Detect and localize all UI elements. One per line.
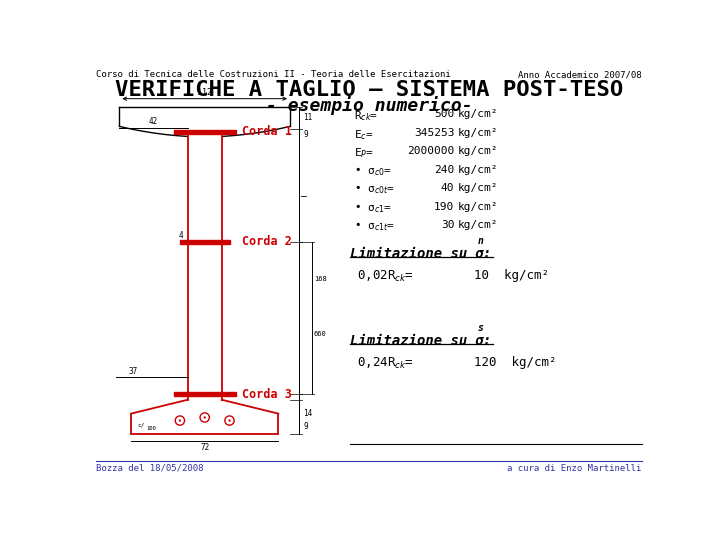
Circle shape bbox=[228, 420, 230, 422]
Text: E$_P$=: E$_P$= bbox=[354, 146, 374, 160]
Text: kg/cm²: kg/cm² bbox=[458, 146, 499, 157]
Text: :: : bbox=[483, 247, 491, 261]
Text: 112: 112 bbox=[197, 88, 212, 97]
Bar bbox=[174, 393, 235, 396]
Circle shape bbox=[179, 420, 181, 422]
Text: 2000000: 2000000 bbox=[407, 146, 454, 157]
Text: Corso di Tecnica delle Costruzioni II - Teoria delle Esercitazioni: Corso di Tecnica delle Costruzioni II - … bbox=[96, 70, 451, 79]
Text: 9: 9 bbox=[303, 422, 307, 430]
Text: 9: 9 bbox=[303, 130, 307, 139]
Text: 40: 40 bbox=[441, 184, 454, 193]
Text: 11: 11 bbox=[303, 113, 312, 123]
Text: • σ$_{c0t}$=: • σ$_{c0t}$= bbox=[354, 184, 395, 196]
Text: Corda 1: Corda 1 bbox=[242, 125, 292, 138]
Text: • σ$_{c1t}$=: • σ$_{c1t}$= bbox=[354, 220, 395, 233]
Text: Anno Accademico 2007/08: Anno Accademico 2007/08 bbox=[518, 70, 642, 79]
Text: 190: 190 bbox=[434, 202, 454, 212]
Text: - esempio numerico-: - esempio numerico- bbox=[266, 96, 472, 114]
Text: c/: c/ bbox=[138, 423, 145, 428]
Text: • σ$_{c0}$=: • σ$_{c0}$= bbox=[354, 165, 391, 178]
Text: 168: 168 bbox=[314, 276, 327, 282]
Text: Corda 3: Corda 3 bbox=[242, 388, 292, 401]
Text: Corda 2: Corda 2 bbox=[242, 235, 292, 248]
Bar bbox=[174, 130, 235, 134]
Text: kg/cm²: kg/cm² bbox=[458, 165, 499, 175]
Text: 240: 240 bbox=[434, 165, 454, 175]
Text: 120  kg/cm²: 120 kg/cm² bbox=[474, 356, 556, 369]
Text: Limitazione su σ: Limitazione su σ bbox=[350, 247, 484, 261]
Text: 30: 30 bbox=[441, 220, 454, 231]
Text: –: – bbox=[301, 191, 307, 201]
Text: s: s bbox=[477, 323, 483, 333]
Text: kg/cm²: kg/cm² bbox=[458, 128, 499, 138]
Text: a cura di Enzo Martinelli: a cura di Enzo Martinelli bbox=[508, 464, 642, 472]
Text: 660: 660 bbox=[314, 332, 327, 338]
Text: 37: 37 bbox=[129, 367, 138, 376]
Text: kg/cm²: kg/cm² bbox=[458, 184, 499, 193]
Text: kg/cm²: kg/cm² bbox=[458, 220, 499, 231]
Text: 10  kg/cm²: 10 kg/cm² bbox=[474, 269, 549, 282]
Text: 345253: 345253 bbox=[414, 128, 454, 138]
Text: VERIFICHE A TAGLIO – SISTEMA POST-TESO: VERIFICHE A TAGLIO – SISTEMA POST-TESO bbox=[115, 80, 623, 100]
Text: 4: 4 bbox=[179, 231, 183, 240]
Text: :: : bbox=[483, 334, 491, 348]
Text: 0,24R$_{ck}$=: 0,24R$_{ck}$= bbox=[357, 356, 414, 371]
Text: kg/cm²: kg/cm² bbox=[458, 202, 499, 212]
Text: E$_c$=: E$_c$= bbox=[354, 128, 373, 141]
Text: Bozza del 18/05/2008: Bozza del 18/05/2008 bbox=[96, 464, 204, 472]
Text: 42: 42 bbox=[149, 117, 158, 126]
Text: 100: 100 bbox=[147, 426, 156, 431]
Text: 500: 500 bbox=[434, 110, 454, 119]
Text: kg/cm²: kg/cm² bbox=[458, 110, 499, 119]
Text: R$_{ck}$=: R$_{ck}$= bbox=[354, 110, 377, 123]
Text: 0,02R$_{ck}$=: 0,02R$_{ck}$= bbox=[357, 269, 414, 284]
Circle shape bbox=[204, 416, 206, 419]
Text: 72: 72 bbox=[200, 443, 210, 452]
Text: Limitazione su σ: Limitazione su σ bbox=[350, 334, 484, 348]
Text: • σ$_{c1}$=: • σ$_{c1}$= bbox=[354, 202, 391, 215]
Bar bbox=[180, 240, 230, 244]
Text: n: n bbox=[477, 236, 483, 246]
Text: 14: 14 bbox=[303, 409, 312, 418]
